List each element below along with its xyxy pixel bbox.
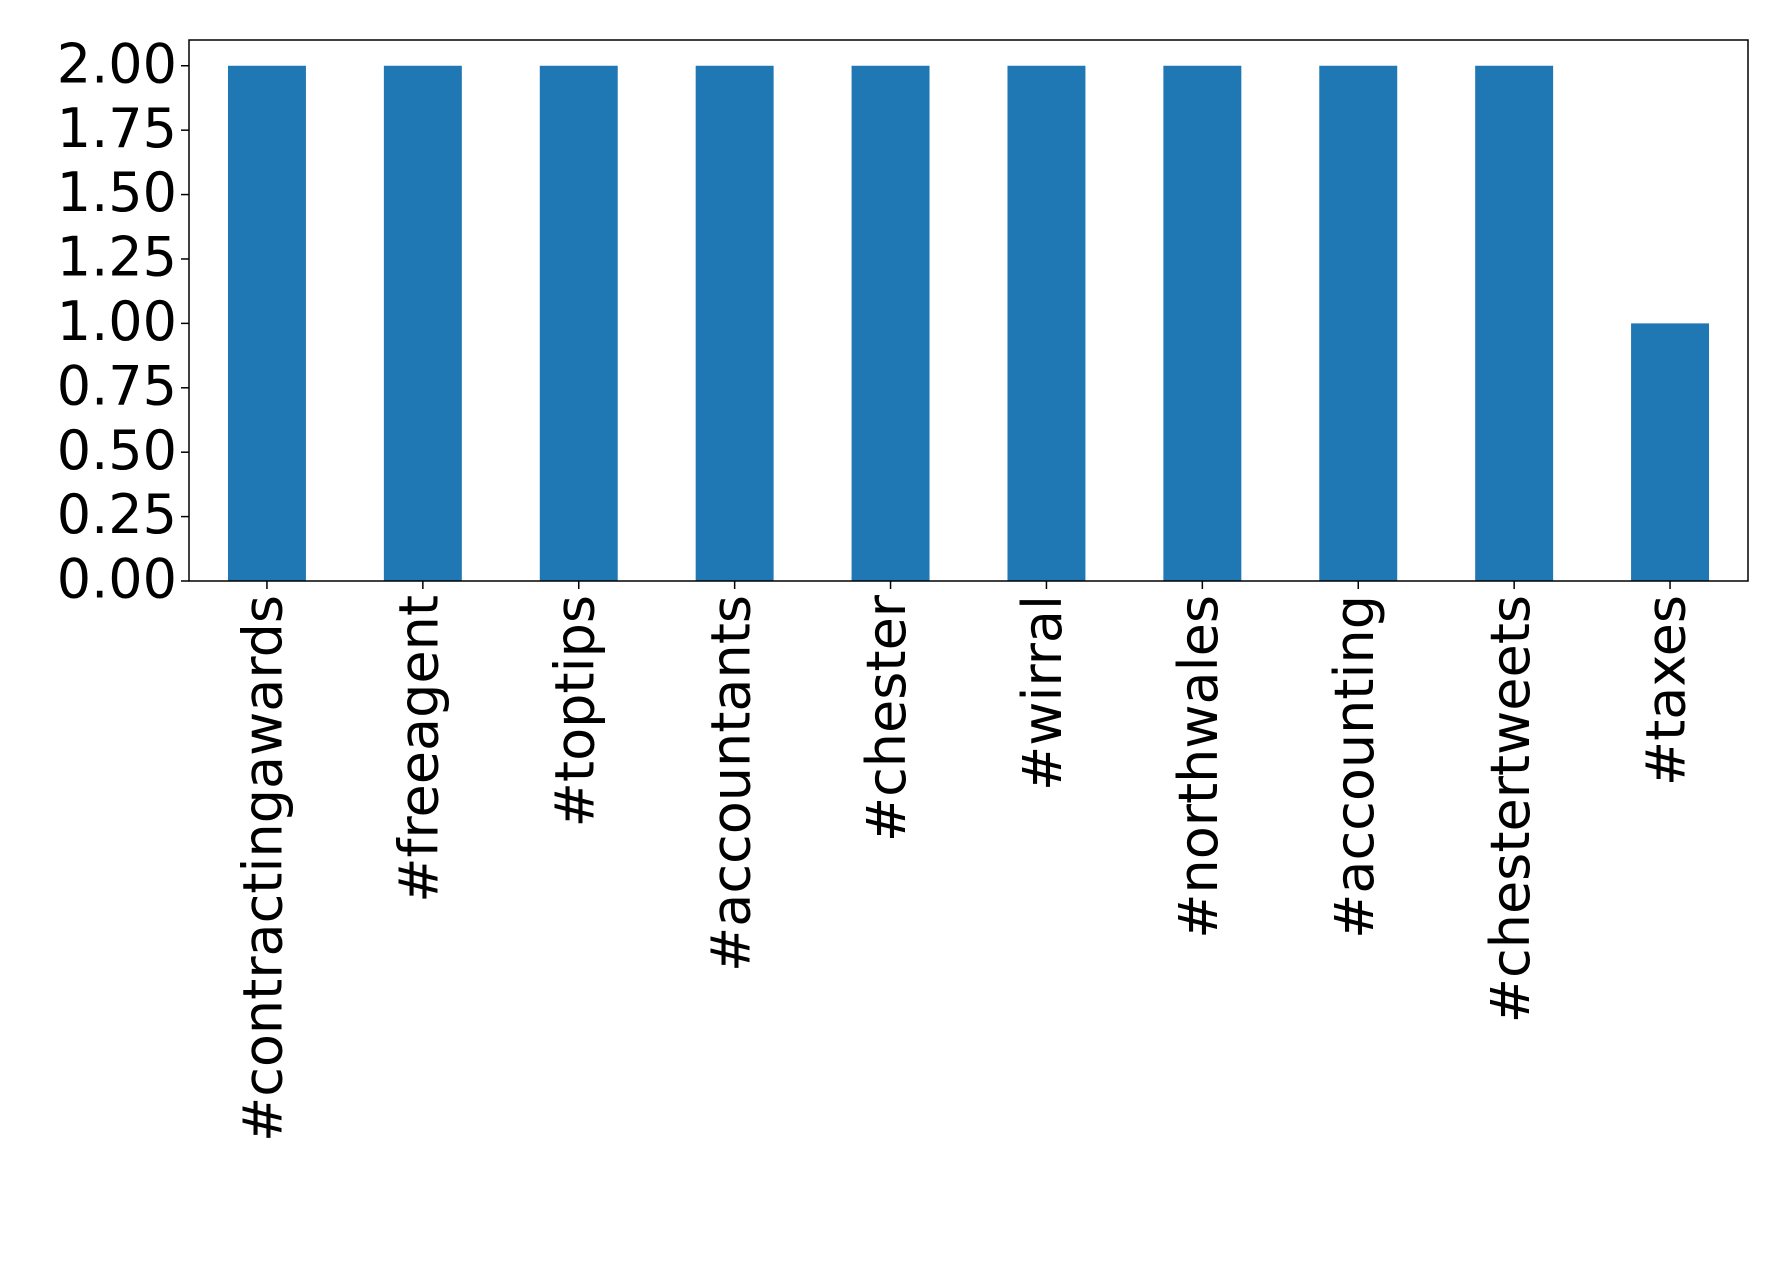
bar (1475, 65, 1554, 581)
y-tick-label: 0.25 (57, 483, 177, 546)
y-tick-label: 0.00 (57, 548, 177, 611)
bar (695, 65, 774, 581)
x-tick-label: #accountants (699, 595, 762, 972)
x-tick-label: #wirral (1011, 595, 1074, 791)
x-tick-label: #contractingawards (232, 595, 295, 1142)
bar (1007, 65, 1086, 581)
x-tick-label: #accounting (1323, 595, 1386, 939)
bar (227, 65, 306, 581)
bar (1163, 65, 1242, 581)
y-tick-label: 1.75 (57, 97, 177, 160)
y-tick-label: 0.50 (57, 419, 177, 482)
bar (539, 65, 618, 581)
y-tick-label: 0.75 (57, 354, 177, 417)
x-tick-label: #taxes (1635, 595, 1698, 786)
plot-frame (188, 39, 1749, 582)
bar (1631, 323, 1710, 581)
y-tick-label: 2.00 (57, 32, 177, 95)
x-tick-label: #chestertweets (1479, 595, 1542, 1023)
bar (383, 65, 462, 581)
y-tick-label: 1.00 (57, 290, 177, 353)
y-tick-label: 1.25 (57, 226, 177, 289)
x-tick-label: #toptips (543, 595, 606, 827)
bar (851, 65, 930, 581)
y-tick-label: 1.50 (57, 161, 177, 224)
x-tick-label: #freeagent (387, 595, 450, 903)
bar (1319, 65, 1398, 581)
x-tick-label: #chester (855, 594, 918, 842)
x-tick-label: #northwales (1167, 595, 1230, 939)
